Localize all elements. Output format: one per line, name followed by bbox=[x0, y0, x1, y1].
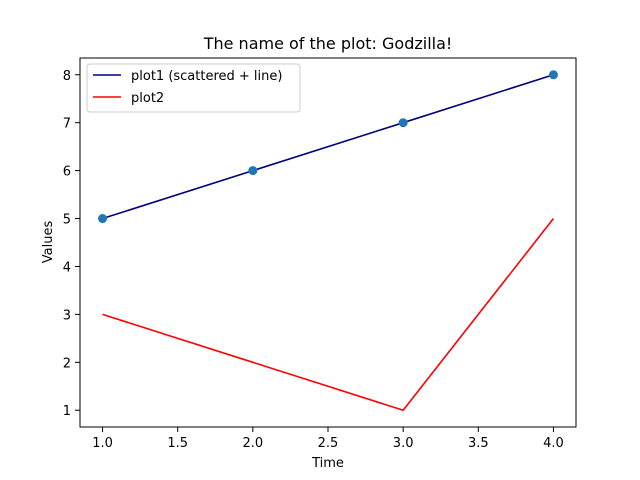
data-point bbox=[98, 214, 108, 224]
legend-box bbox=[86, 63, 301, 113]
x-axis-label: Time bbox=[311, 456, 344, 471]
y-tick-label: 8 bbox=[63, 69, 71, 84]
y-axis-ticks: 1 2 3 4 5 6 7 8 bbox=[63, 69, 80, 419]
y-tick-label: 1 bbox=[63, 404, 71, 419]
x-axis-ticks: 1.0 1.5 2.0 2.5 3.0 3.5 4.0 bbox=[92, 427, 564, 451]
y-tick-label: 5 bbox=[63, 213, 71, 228]
data-point bbox=[548, 70, 558, 80]
x-tick-label: 2.0 bbox=[243, 436, 264, 451]
data-point bbox=[398, 118, 408, 128]
legend-label-plot1: plot1 (scattered + line) bbox=[131, 69, 282, 84]
y-tick-label: 6 bbox=[63, 165, 71, 180]
x-tick-label: 4.0 bbox=[543, 436, 564, 451]
x-tick-label: 3.5 bbox=[468, 436, 489, 451]
y-tick-label: 7 bbox=[63, 117, 71, 132]
y-tick-label: 3 bbox=[63, 308, 71, 323]
legend: plot1 (scattered + line) plot2 bbox=[86, 63, 301, 113]
series-layer bbox=[98, 70, 558, 412]
y-axis-label: Values bbox=[41, 221, 56, 264]
data-point bbox=[248, 166, 258, 176]
series-line-1 bbox=[102, 74, 554, 220]
legend-label-plot2: plot2 bbox=[131, 91, 164, 106]
x-tick-label: 1.0 bbox=[92, 436, 113, 451]
chart-title: The name of the plot: Godzilla! bbox=[203, 34, 453, 53]
x-tick-label: 3.0 bbox=[393, 436, 414, 451]
y-tick-label: 4 bbox=[63, 260, 71, 275]
x-tick-label: 2.5 bbox=[318, 436, 339, 451]
x-tick-label: 1.5 bbox=[167, 436, 188, 451]
series-line-2 bbox=[102, 218, 555, 412]
y-tick-label: 2 bbox=[63, 356, 71, 371]
